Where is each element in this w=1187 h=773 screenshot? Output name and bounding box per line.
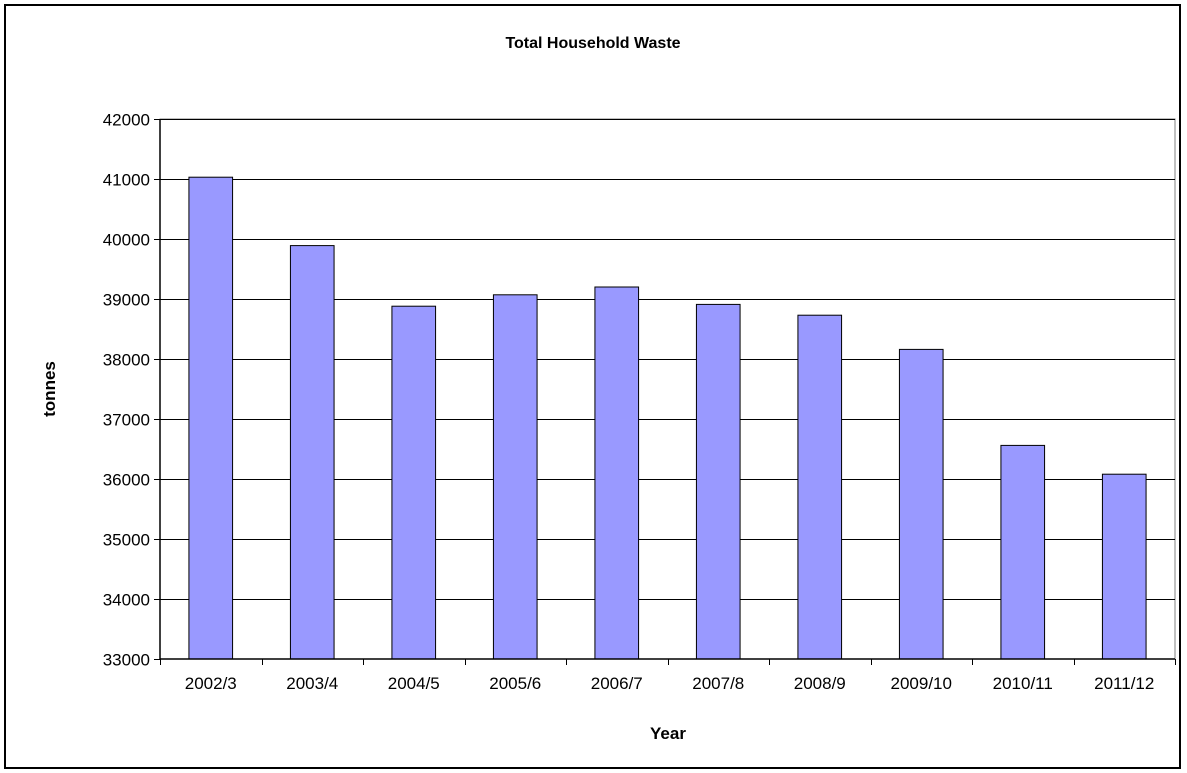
bar	[1101, 473, 1147, 660]
x-tick-label: 2010/11	[993, 674, 1053, 693]
bar	[695, 303, 741, 660]
bar	[391, 305, 437, 660]
bar	[289, 245, 335, 660]
bar	[492, 294, 538, 660]
bar	[188, 176, 234, 660]
y-tick-label: 36000	[103, 471, 150, 490]
x-axis-title: Year	[650, 724, 686, 743]
bar	[797, 314, 843, 660]
bar	[594, 286, 640, 660]
x-tick-label: 2007/8	[692, 674, 744, 693]
y-tick-label: 37000	[103, 411, 150, 430]
bars	[188, 176, 1147, 660]
y-tick-labels: 33000 34000 35000 36000 37000 38000 39000 40000…	[103, 111, 150, 670]
x-tick-label: 2002/3	[185, 674, 237, 693]
x-tick-label: 2005/6	[489, 674, 541, 693]
bar	[898, 348, 944, 660]
axes	[154, 119, 1176, 665]
y-tick-label: 40000	[103, 231, 150, 250]
x-tick-label: 2003/4	[286, 674, 338, 693]
y-tick-label: 38000	[103, 351, 150, 370]
bar	[1000, 444, 1046, 660]
y-axis-title: tonnes	[40, 361, 59, 417]
y-tick-label: 41000	[103, 171, 150, 190]
y-tick-label: 33000	[103, 651, 150, 670]
y-tick-label: 34000	[103, 591, 150, 610]
y-tick-label: 39000	[103, 291, 150, 310]
chart-title: Total Household Waste	[505, 35, 680, 52]
x-tick-label: 2004/5	[388, 674, 440, 693]
x-tick-label: 2006/7	[591, 674, 643, 693]
x-tick-label: 2009/10	[891, 674, 952, 693]
x-tick-label: 2008/9	[794, 674, 846, 693]
y-tick-label: 42000	[103, 111, 150, 130]
x-tick-label: 2011/12	[1094, 674, 1154, 693]
y-tick-label: 35000	[103, 531, 150, 550]
x-tick-labels: 2002/3 2003/4 2004/5 2005/6 2006/7 2007/8 2008…	[185, 674, 1155, 693]
